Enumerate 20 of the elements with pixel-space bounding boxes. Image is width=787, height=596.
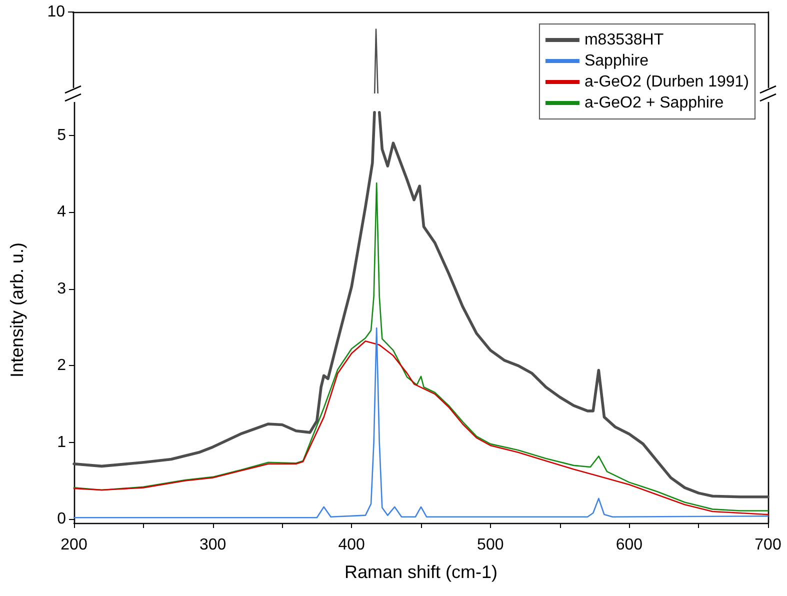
- line-series: [73, 182, 769, 512]
- text: 10: [47, 4, 66, 20]
- y-tick-label: 2: [57, 357, 66, 374]
- legend-label: Sapphire: [584, 52, 649, 70]
- y-tick-label: 5: [57, 126, 66, 144]
- x-tick-label: 500: [477, 536, 504, 554]
- legend-label: a-GeO2 + Sapphire: [584, 94, 724, 112]
- y-tick-label: 1: [57, 434, 66, 451]
- y-tick-label: 0: [57, 510, 66, 528]
- legend-label: a-GeO2 (Durben 1991): [584, 74, 749, 90]
- y-tick-label: 4: [57, 204, 66, 221]
- x-tick-label: 400: [338, 536, 366, 554]
- x-tick-label: 700: [754, 536, 782, 554]
- x-tick-label: 600: [616, 536, 643, 554]
- x-tick-label: 300: [199, 536, 226, 554]
- y-tick-label: 3: [57, 280, 66, 298]
- x-tick-label: 200: [60, 536, 88, 554]
- y-axis-title: Intensity (arb. u.): [7, 242, 27, 378]
- x-axis-title: Raman shift (cm-1): [344, 562, 498, 582]
- legend-label: m83538HT: [584, 32, 664, 48]
